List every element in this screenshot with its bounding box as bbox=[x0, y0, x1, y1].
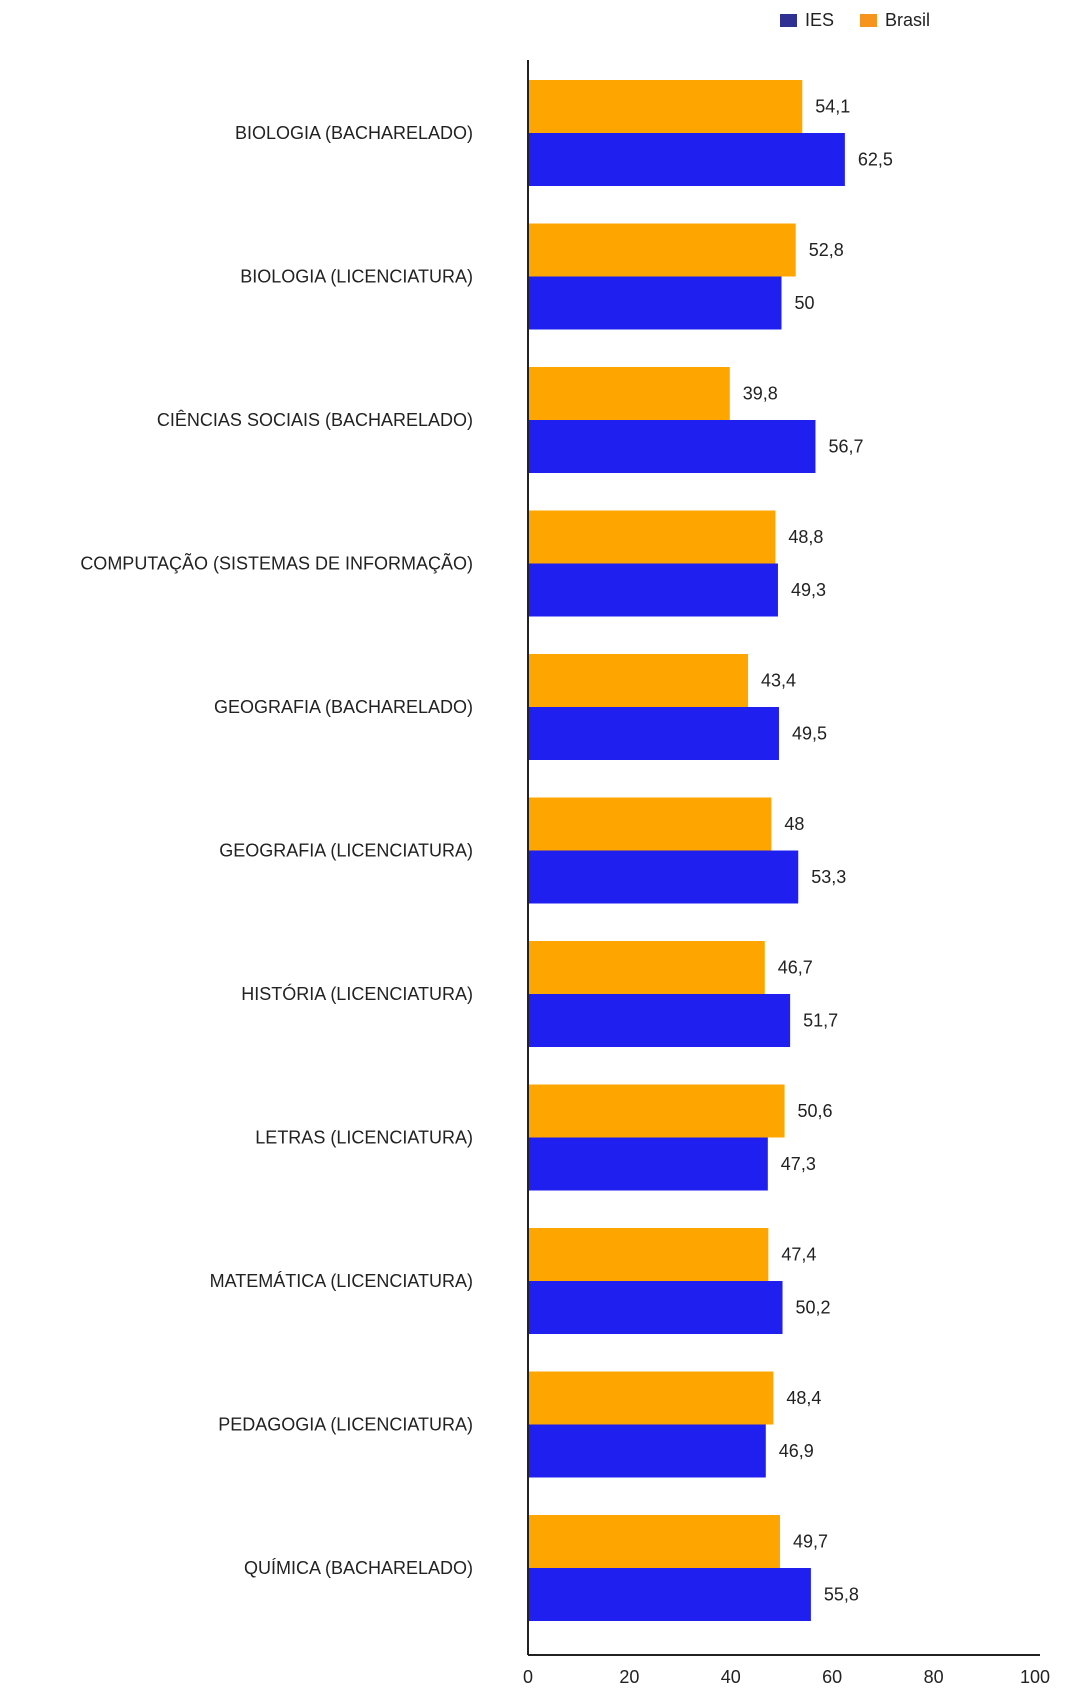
bar-ies bbox=[528, 1281, 783, 1334]
bar-brasil bbox=[528, 1084, 785, 1138]
bar-brasil bbox=[528, 941, 765, 994]
x-tick-label: 40 bbox=[721, 1667, 741, 1687]
bar-ies bbox=[528, 707, 779, 760]
legend-item-ies: IES bbox=[780, 10, 834, 31]
category-label: HISTÓRIA (LICENCIATURA) bbox=[241, 983, 473, 1004]
data-label-ies: 49,5 bbox=[792, 724, 827, 744]
bar-brasil bbox=[528, 1371, 774, 1425]
bar-brasil bbox=[528, 1515, 780, 1568]
bar-ies bbox=[528, 1137, 768, 1191]
data-label-brasil: 54,1 bbox=[815, 97, 850, 117]
bar-ies bbox=[528, 1424, 766, 1478]
bar-ies bbox=[528, 850, 799, 904]
data-label-brasil: 48 bbox=[784, 814, 804, 834]
data-label-brasil: 49,7 bbox=[793, 1532, 828, 1552]
bar-ies bbox=[528, 276, 782, 330]
data-label-brasil: 48,8 bbox=[788, 527, 823, 547]
data-label-ies: 47,3 bbox=[781, 1154, 816, 1174]
data-label-ies: 55,8 bbox=[824, 1585, 859, 1605]
category-label: LETRAS (LICENCIATURA) bbox=[255, 1128, 473, 1148]
legend-label-ies: IES bbox=[805, 10, 835, 30]
bar-brasil bbox=[528, 367, 730, 420]
data-label-ies: 49,3 bbox=[791, 580, 826, 600]
legend: IES Brasil bbox=[780, 10, 930, 31]
category-label: PEDAGOGIA (LICENCIATURA) bbox=[218, 1415, 473, 1435]
bar-ies bbox=[528, 1568, 811, 1621]
category-label: BIOLOGIA (LICENCIATURA) bbox=[240, 267, 473, 287]
x-tick-label: 100 bbox=[1020, 1667, 1050, 1687]
category-label: GEOGRAFIA (BACHARELADO) bbox=[214, 697, 473, 717]
x-tick-label: 0 bbox=[523, 1667, 533, 1687]
category-label: MATEMÁTICA (LICENCIATURA) bbox=[210, 1271, 473, 1291]
bar-brasil bbox=[528, 510, 776, 564]
x-tick-label: 60 bbox=[822, 1667, 842, 1687]
category-label: COMPUTAÇÃO (SISTEMAS DE INFORMAÇÃO) bbox=[80, 553, 473, 574]
legend-swatch-ies bbox=[780, 14, 797, 27]
data-label-brasil: 43,4 bbox=[761, 671, 796, 691]
legend-item-brasil: Brasil bbox=[860, 10, 930, 31]
data-label-brasil: 46,7 bbox=[778, 958, 813, 978]
category-label: GEOGRAFIA (LICENCIATURA) bbox=[219, 841, 473, 861]
data-label-ies: 46,9 bbox=[779, 1441, 814, 1461]
data-label-ies: 51,7 bbox=[803, 1011, 838, 1031]
x-tick-label: 20 bbox=[619, 1667, 639, 1687]
bar-brasil bbox=[528, 654, 749, 707]
category-label: QUÍMICA (BACHARELADO) bbox=[244, 1558, 473, 1578]
bar-ies bbox=[528, 133, 845, 186]
category-label: CIÊNCIAS SOCIAIS (BACHARELADO) bbox=[157, 410, 473, 430]
bar-ies bbox=[528, 563, 778, 617]
bar-ies bbox=[528, 994, 791, 1047]
data-label-brasil: 48,4 bbox=[786, 1388, 821, 1408]
category-label: BIOLOGIA (BACHARELADO) bbox=[235, 123, 473, 143]
data-label-brasil: 50,6 bbox=[798, 1101, 833, 1121]
data-label-ies: 50,2 bbox=[796, 1298, 831, 1318]
data-label-brasil: 39,8 bbox=[743, 384, 778, 404]
data-label-ies: 56,7 bbox=[828, 437, 863, 457]
bar-ies bbox=[528, 420, 816, 473]
data-label-ies: 53,3 bbox=[811, 867, 846, 887]
data-label-ies: 62,5 bbox=[858, 150, 893, 170]
data-label-brasil: 52,8 bbox=[809, 240, 844, 260]
legend-label-brasil: Brasil bbox=[885, 10, 931, 30]
data-label-ies: 50 bbox=[795, 293, 815, 313]
bar-brasil bbox=[528, 80, 803, 133]
bar-brasil bbox=[528, 1228, 769, 1281]
bar-brasil bbox=[528, 797, 772, 851]
legend-swatch-brasil bbox=[860, 14, 878, 27]
x-tick-label: 80 bbox=[924, 1667, 944, 1687]
data-label-brasil: 47,4 bbox=[781, 1245, 816, 1265]
bar-brasil bbox=[528, 223, 796, 277]
